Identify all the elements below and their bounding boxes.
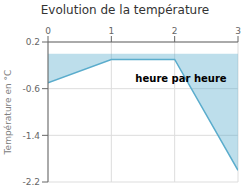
svg-text:0: 0: [45, 26, 51, 36]
svg-text:heure par heure: heure par heure: [135, 73, 226, 84]
svg-text:-1.4: -1.4: [22, 131, 40, 141]
svg-text:Température en °C: Température en °C: [8, 70, 13, 156]
svg-text:-2.2: -2.2: [22, 177, 40, 187]
svg-text:3: 3: [235, 26, 241, 36]
svg-text:1: 1: [108, 26, 114, 36]
svg-text:0.2: 0.2: [26, 37, 40, 47]
svg-text:-0.6: -0.6: [22, 84, 40, 94]
html-text:Evolution de la température: Evolution de la température: [40, 3, 210, 17]
svg-text:2: 2: [172, 26, 178, 36]
